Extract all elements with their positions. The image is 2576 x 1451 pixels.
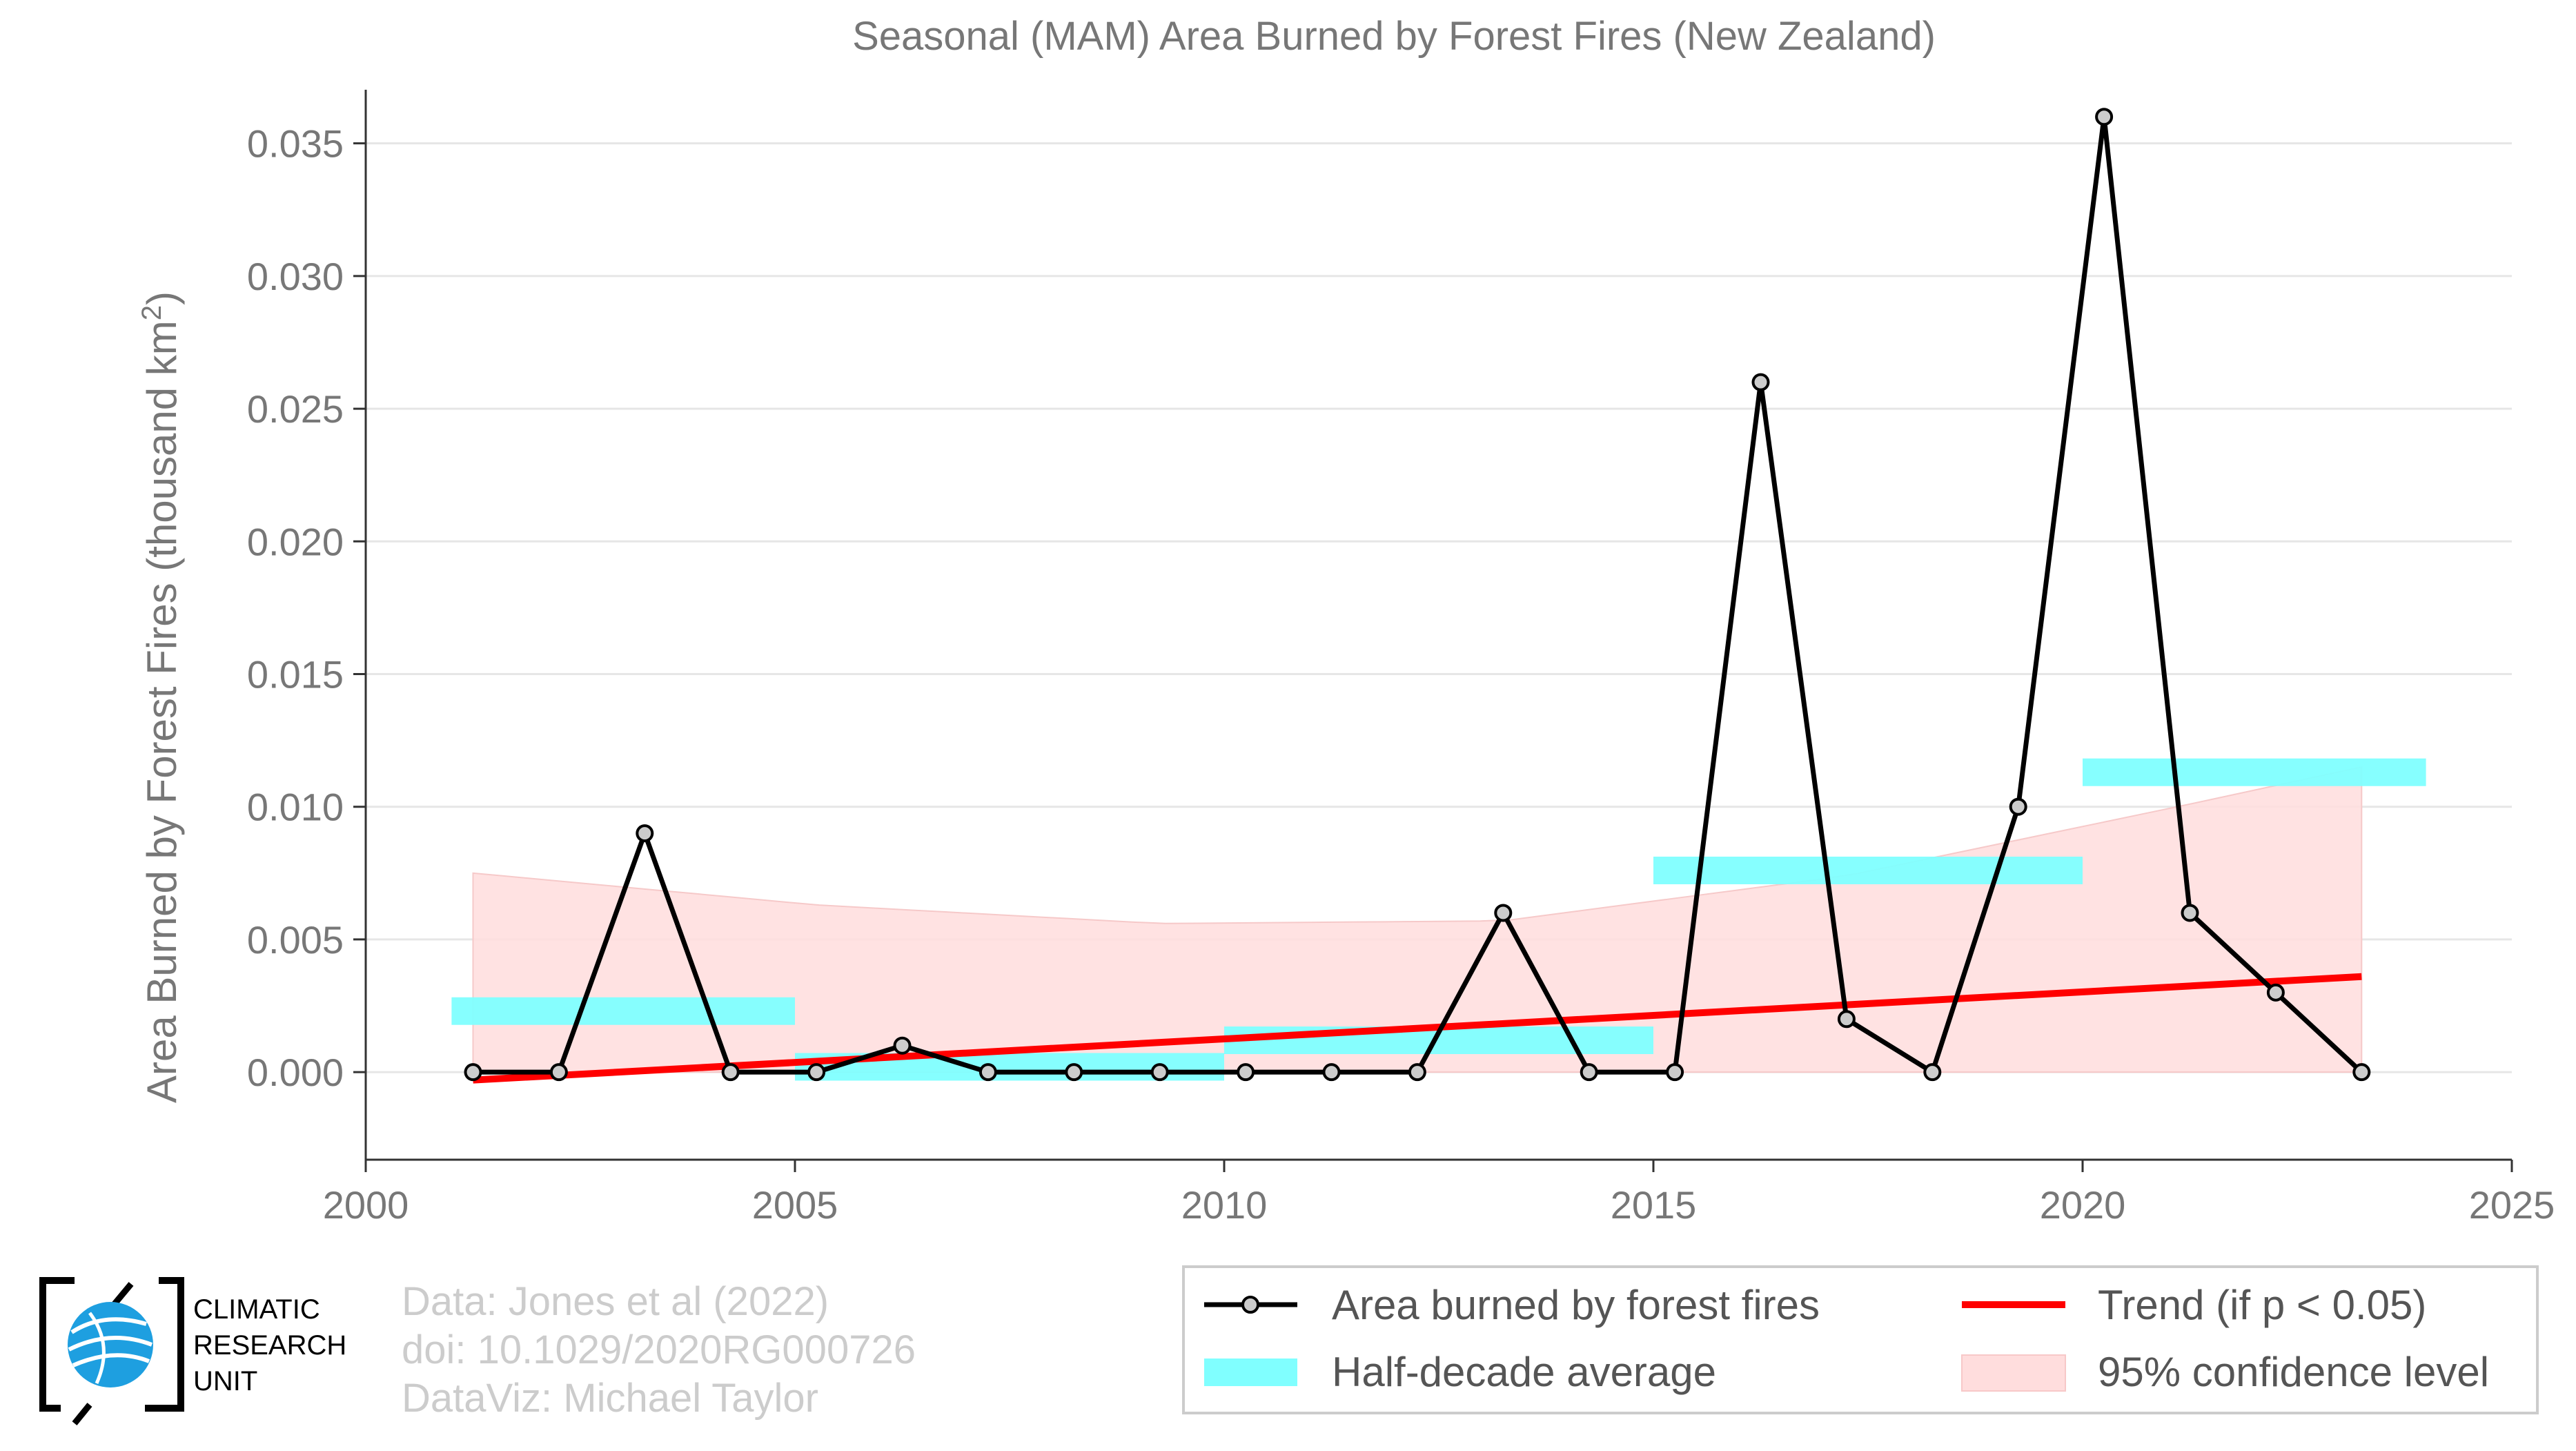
x-tick-label: 2005 [752,1183,838,1227]
x-tick-label: 2010 [1181,1183,1268,1227]
data-point [1923,1063,1942,1082]
half-decade-bar [1653,856,2083,884]
data-point [893,1036,912,1055]
logo-text-line3: UNIT [193,1366,257,1396]
credit-dataviz: DataViz: Michael Taylor [402,1376,818,1421]
data-point [1494,904,1513,922]
logo-bracket-right [145,1277,184,1412]
data-point [2181,904,2199,922]
y-tick-label: 0.020 [247,520,344,563]
logo-bracket-left [39,1277,75,1412]
data-point [979,1063,997,1082]
legend-label-half-decade: Half-decade average [1332,1349,1716,1395]
series-area-burned [464,108,2371,1082]
x-tick-label: 2000 [323,1183,409,1227]
half-decade-bar [2083,758,2426,786]
legend: Area burned by forest fires Half-decade … [1182,1265,2539,1414]
cru-logo: CLIMATIC RESEARCH UNIT [39,1277,346,1425]
data-point [2266,983,2285,1002]
data-point [1666,1063,1684,1082]
y-tick-label: 0.030 [247,255,344,298]
data-point [1580,1063,1598,1082]
credits: Data: Jones et al (2022) doi: 10.1029/20… [402,1279,916,1421]
x-axis: 2000 2005 2010 2015 2020 2025 [323,1158,2555,1227]
trend-line [473,973,2362,1084]
legend-label-trend: Trend (if p < 0.05) [2098,1282,2426,1328]
data-point [464,1063,482,1082]
x-tick-label: 2015 [1611,1183,1697,1227]
legend-swatch-marker [1241,1296,1259,1314]
x-tick-label: 2025 [2469,1183,2555,1227]
y-tick-label: 0.000 [247,1051,344,1094]
y-axis-label-superscript: 2 [137,305,167,320]
y-tick-label: 0.005 [247,918,344,962]
legend-item-trend: Trend (if p < 0.05) [1962,1282,2426,1328]
y-tick-label: 0.025 [247,387,344,431]
y-tick-label: 0.035 [247,122,344,166]
y-axis-label: Area Burned by Forest Fires (thousand km… [137,291,185,1103]
y-tick-label: 0.015 [247,653,344,697]
y-axis-label-close: ) [139,291,185,305]
globe-icon [68,1302,153,1387]
data-point [721,1063,740,1082]
legend-item-area-burned: Area burned by forest fires [1204,1282,1820,1328]
data-point [2009,797,2027,816]
logo-text-line2: RESEARCH [193,1330,346,1361]
legend-swatch-confidence [1961,1354,2066,1392]
logo-slash-top [111,1282,134,1307]
y-axis: 0.000 0.005 0.010 0.015 0.020 0.025 0.030 0.035 [247,90,367,1160]
logo-slash-bottom [72,1403,92,1425]
legend-label-confidence: 95% confidence level [2098,1349,2489,1395]
data-point [1065,1063,1083,1082]
chart-title: Seasonal (MAM) Area Burned by Forest Fir… [852,14,1936,59]
logo-text-line1: CLIMATIC [193,1294,320,1325]
data-point [1837,1010,1856,1029]
credit-data-source: Data: Jones et al (2022) [402,1279,829,1324]
data-point [2352,1063,2371,1082]
legend-item-half-decade: Half-decade average [1204,1349,1716,1395]
data-point [1408,1063,1426,1082]
half-decade-bar [451,997,795,1025]
x-tick-label: 2020 [2040,1183,2126,1227]
data-point [549,1063,568,1082]
data-point [807,1063,826,1082]
half-decade-bars [451,758,2426,1081]
data-point [1237,1063,1255,1082]
legend-swatch-half-decade [1204,1359,1297,1386]
legend-item-confidence: 95% confidence level [1961,1349,2489,1395]
data-point [1751,373,1770,391]
trend-line-path [473,973,2362,1084]
legend-label-area-burned: Area burned by forest fires [1332,1282,1820,1328]
data-point [1150,1063,1169,1082]
data-point [636,824,654,843]
y-axis-label-main: Area Burned by Forest Fires (thousand km [139,320,185,1103]
credit-doi: doi: 10.1029/2020RG000726 [402,1327,916,1372]
legend-box [1182,1265,2539,1414]
data-point [2095,108,2114,126]
data-point [1322,1063,1341,1082]
y-tick-label: 0.010 [247,786,344,829]
